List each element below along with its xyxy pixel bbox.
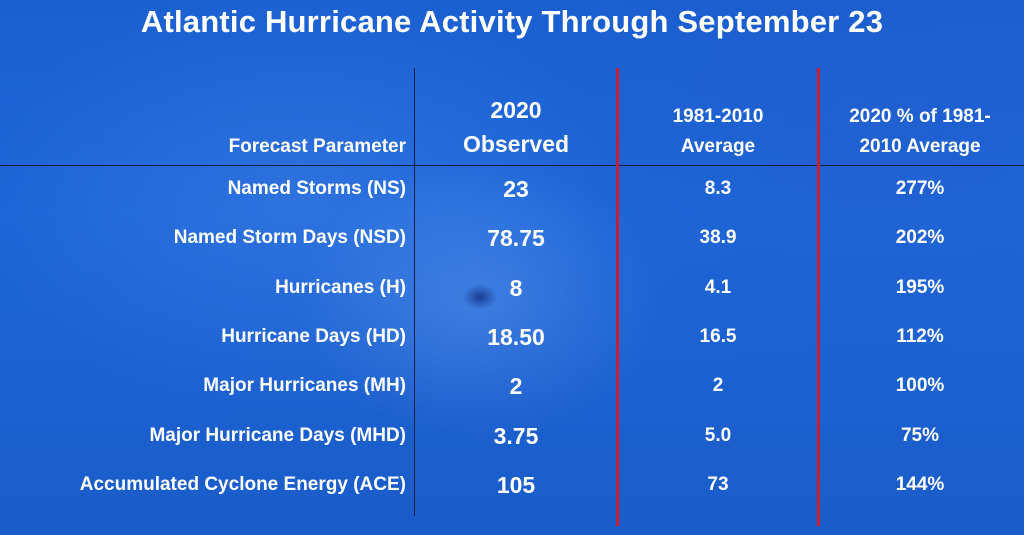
row-observed-value: 2 [509,373,523,400]
row-observed-value: 18.50 [487,323,545,350]
header-average-line-2: Average [680,136,756,157]
parameter-column-divider [414,68,415,516]
row-parameter: Hurricane Days (HD) [221,325,406,347]
row-percent-value: 195% [895,276,945,298]
row-percent-value: 75% [900,424,940,446]
header-2020-observed-line-1: 2020 [490,97,542,123]
row-average-value: 2 [712,375,724,397]
row-observed-value: 3.75 [493,422,539,449]
row-percent-value: 144% [895,473,945,495]
header-average-line-1: 1981-2010 [672,106,764,127]
observed-column-divider [616,68,619,526]
row-percent-value: 277% [895,178,945,199]
row-parameter: Major Hurricane Days (MHD) [149,424,406,446]
header-2020-observed: 2020 Observed [416,93,616,161]
hurricane-eye-background [462,284,498,310]
row-average-value: 5.0 [704,424,732,446]
row-average-value: 8.3 [704,178,732,199]
slide-title: Atlantic Hurricane Activity Through Sept… [140,4,884,39]
row-parameter: Named Storm Days (NSD) [173,227,406,249]
row-average-value: 73 [707,473,729,495]
row-percent-value: 202% [895,227,945,249]
average-column-divider [817,68,820,526]
row-parameter: Hurricanes (H) [275,276,406,298]
row-parameter: Major Hurricanes (MH) [203,375,406,397]
row-parameter: Named Storms (NS) [227,178,406,199]
header-percent-of-average: 2020 % of 1981- 2010 Average [820,102,1020,162]
row-observed-value: 8 [509,274,523,301]
row-average-value: 38.9 [699,227,737,249]
row-percent-value: 100% [895,375,945,397]
row-average-value: 4.1 [704,276,732,298]
row-observed-value: 105 [496,471,536,498]
header-percent-line-1: 2020 % of 1981- [849,106,991,127]
header-forecast-parameter: Forecast Parameter [229,136,406,158]
row-observed-value: 78.75 [487,225,545,252]
header-1981-2010-average: 1981-2010 Average [618,102,818,162]
header-divider-line [0,165,1024,166]
row-average-value: 16.5 [699,325,737,347]
header-percent-line-2: 2010 Average [859,136,981,157]
header-2020-observed-line-2: Observed [462,131,570,157]
row-observed-value: 23 [503,176,529,202]
header-forecast-parameter-line-1: Forecast Parameter [228,136,406,157]
row-parameter: Accumulated Cyclone Energy (ACE) [79,473,406,495]
row-percent-value: 112% [896,325,944,347]
